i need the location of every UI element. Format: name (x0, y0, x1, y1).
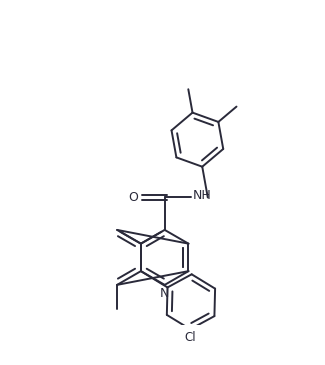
Text: O: O (128, 191, 138, 204)
Text: NH: NH (193, 189, 212, 202)
Text: Cl: Cl (184, 331, 196, 345)
Text: N: N (160, 287, 169, 300)
